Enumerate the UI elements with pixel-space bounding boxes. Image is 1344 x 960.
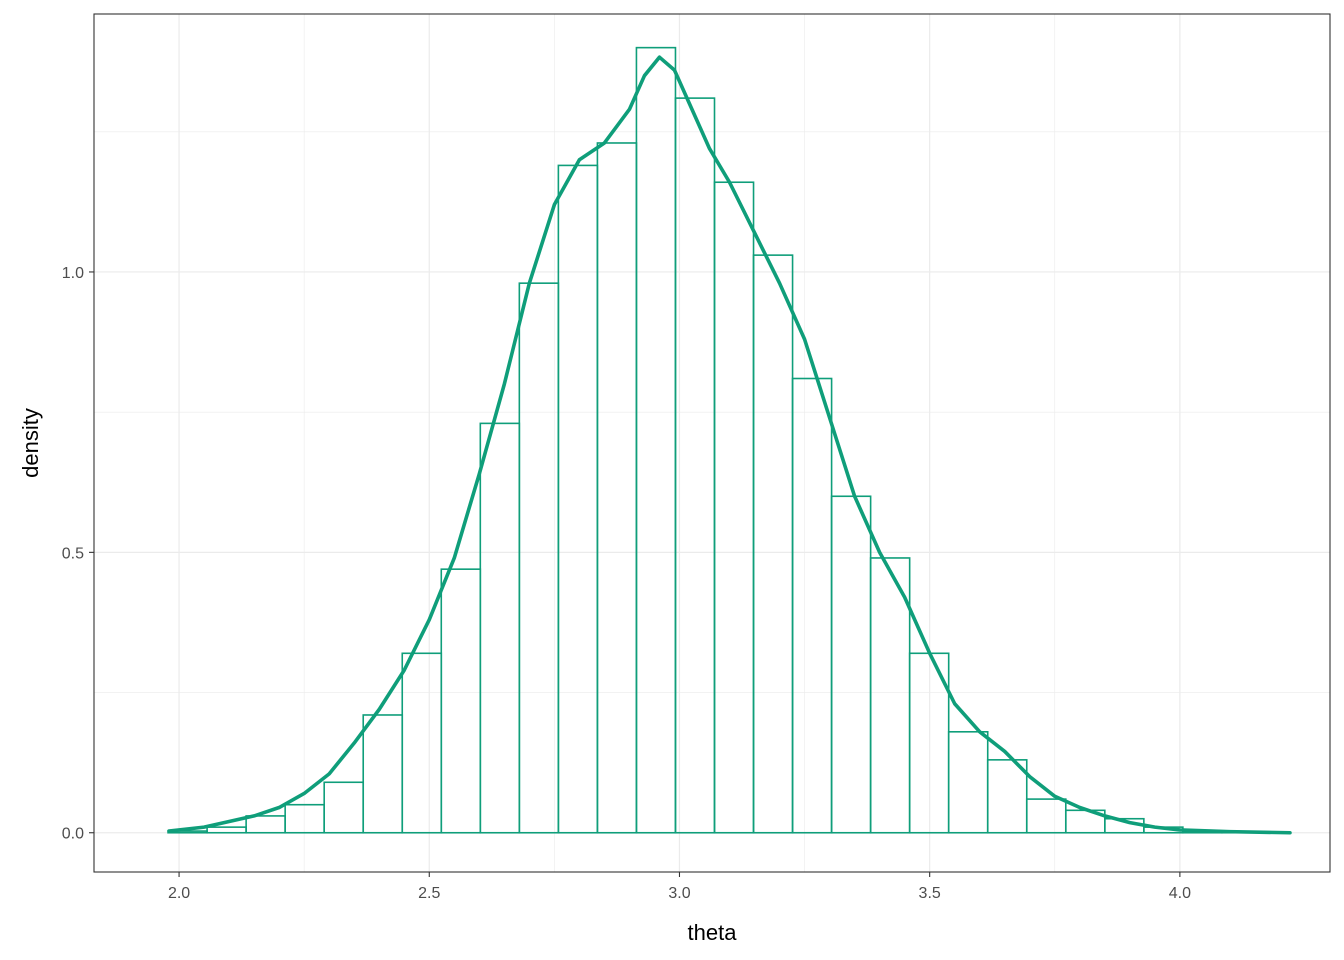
x-tick-label: 2.0 <box>168 885 190 902</box>
density-curve <box>167 55 1292 835</box>
histogram-bar <box>986 759 1028 834</box>
x-tick-label: 4.0 <box>1169 885 1191 902</box>
y-tick-label: 0.0 <box>62 826 84 843</box>
x-axis-title: theta <box>688 920 738 945</box>
y-tick-label: 1.0 <box>62 265 84 282</box>
y-axis-ticks: 0.0 0.5 1.0 <box>62 265 94 843</box>
panel-border <box>93 13 1331 873</box>
y-tick-label: 0.5 <box>62 545 84 562</box>
y-axis-title: density <box>18 408 43 478</box>
histogram-bars <box>167 46 1262 834</box>
x-axis-ticks: 2.0 2.5 3.0 3.5 4.0 <box>168 872 1191 902</box>
x-tick-label: 2.5 <box>418 885 440 902</box>
x-tick-label: 3.0 <box>668 885 690 902</box>
density-curve-layer <box>167 55 1292 835</box>
x-tick-label: 3.5 <box>919 885 941 902</box>
